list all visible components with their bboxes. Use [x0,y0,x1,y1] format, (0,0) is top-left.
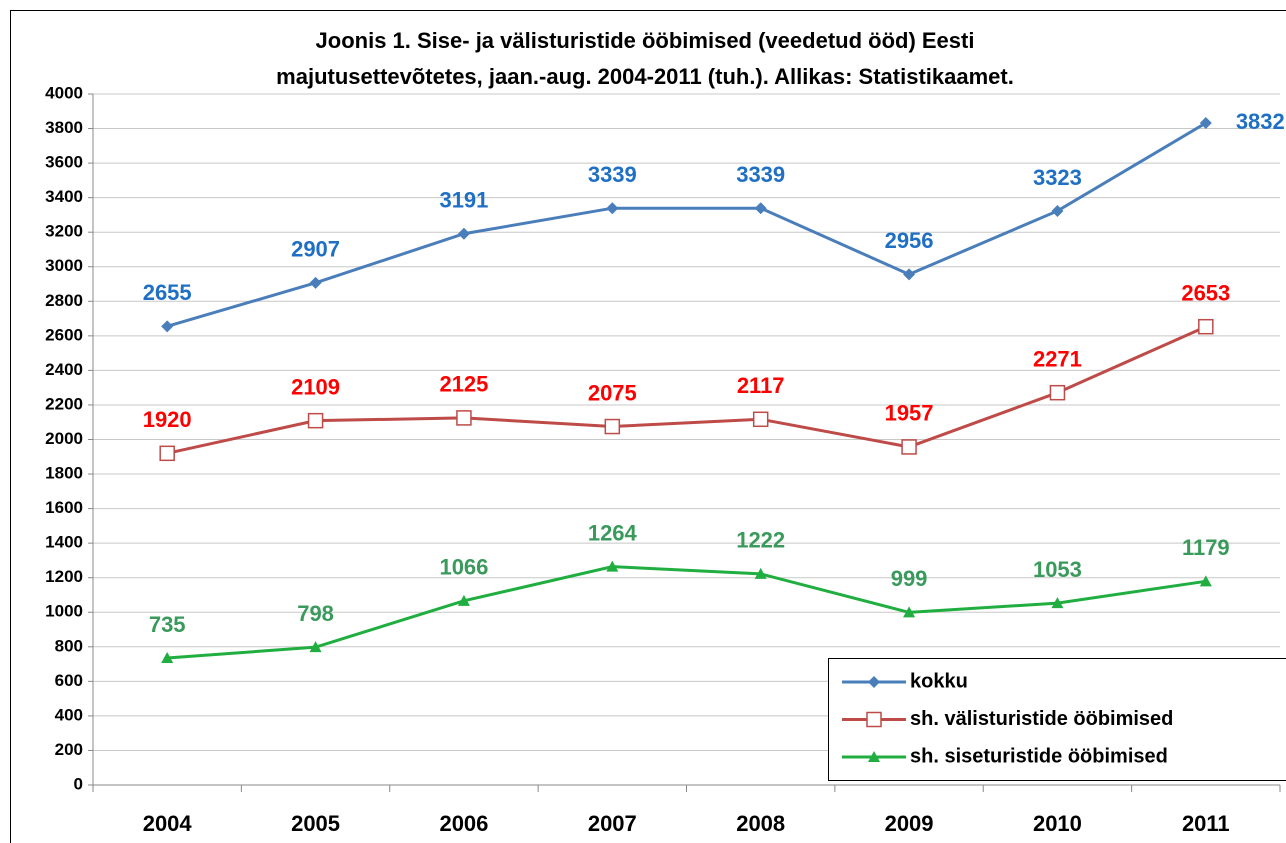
y-tick-label: 800 [55,636,83,655]
x-tick-label: 2009 [885,811,934,836]
y-tick-label: 2200 [45,394,83,413]
data-label: 1053 [1033,557,1082,582]
x-tick-label: 2005 [291,811,340,836]
y-tick-label: 1000 [45,602,83,621]
y-tick-label: 3000 [45,256,83,275]
marker [457,227,470,240]
legend-label: sh. välisturistide ööbimised [910,708,1173,730]
data-label: 3832 [1236,109,1285,134]
y-tick-label: 3400 [45,187,83,206]
y-tick-label: 2800 [45,291,83,310]
data-label: 1920 [143,407,192,432]
chart-title: Joonis 1. Sise- ja välisturistide ööbimi… [316,28,975,53]
data-label: 2075 [588,380,637,405]
y-tick-label: 4000 [45,83,83,102]
data-label: 2907 [291,237,340,262]
marker [309,641,322,653]
y-tick-label: 2600 [45,325,83,344]
marker [1199,117,1212,130]
chart-title: majutusettevõtetes, jaan.-aug. 2004-2011… [276,64,1014,89]
marker [161,652,174,664]
x-tick-label: 2006 [439,811,488,836]
legend-label: sh. siseturistide ööbimised [910,745,1168,767]
y-tick-label: 600 [55,671,83,690]
marker [159,445,175,462]
marker [456,410,472,426]
data-label: 2117 [737,373,785,398]
data-label: 2655 [143,280,192,305]
marker [1199,575,1212,587]
marker [754,567,767,579]
x-tick-label: 2011 [1182,811,1230,836]
x-tick-label: 2004 [143,811,193,836]
data-label: 2125 [439,372,488,397]
data-label: 1264 [588,520,638,545]
data-label: 1222 [736,528,785,553]
marker [1049,384,1066,401]
marker [1051,204,1064,217]
marker [309,276,322,289]
y-tick-label: 1200 [45,567,83,586]
data-label: 2271 [1033,346,1082,371]
data-label: 3339 [736,162,785,187]
series-line [166,325,1207,455]
series-line [167,565,1207,660]
data-label: 999 [891,566,928,591]
data-label: 2956 [885,228,934,253]
data-label: 2653 [1181,281,1230,306]
y-tick-label: 3800 [45,118,83,137]
data-label: 798 [297,601,334,626]
marker [868,676,880,688]
y-tick-label: 0 [74,774,83,793]
marker [1051,597,1064,609]
data-label: 3323 [1033,165,1082,190]
marker [901,439,917,455]
marker [754,202,767,215]
data-label: 3339 [588,162,637,187]
marker [457,594,470,606]
marker [752,411,769,428]
series-line [166,121,1207,328]
marker [161,320,174,333]
marker [606,202,619,215]
legend-label: kokku [910,670,968,692]
y-tick-label: 2400 [45,360,83,379]
marker [903,606,916,618]
marker [1198,318,1214,335]
marker [606,560,619,572]
data-label: 1179 [1182,535,1230,560]
marker [903,268,916,281]
y-tick-label: 1600 [45,498,83,517]
y-tick-label: 400 [55,705,83,724]
data-label: 1957 [885,401,934,426]
y-tick-label: 3200 [45,222,83,241]
legend: kokku sh. välisturistide ööbimised sh. sis… [828,658,1286,781]
y-tick-label: 1800 [45,464,83,483]
y-tick-label: 1400 [45,533,83,552]
x-tick-label: 2008 [736,811,785,836]
data-label: 735 [149,612,186,637]
marker [604,418,621,435]
y-tick-label: 3600 [45,153,83,172]
y-tick-label: 2000 [45,429,83,448]
marker [307,412,324,429]
x-tick-label: 2007 [588,811,637,836]
data-label: 3191 [439,188,488,213]
data-label: 2109 [291,374,340,399]
y-tick-label: 200 [55,740,83,759]
marker [868,751,880,762]
data-label: 1066 [439,555,488,580]
marker [866,711,882,728]
x-tick-label: 2010 [1033,811,1082,836]
